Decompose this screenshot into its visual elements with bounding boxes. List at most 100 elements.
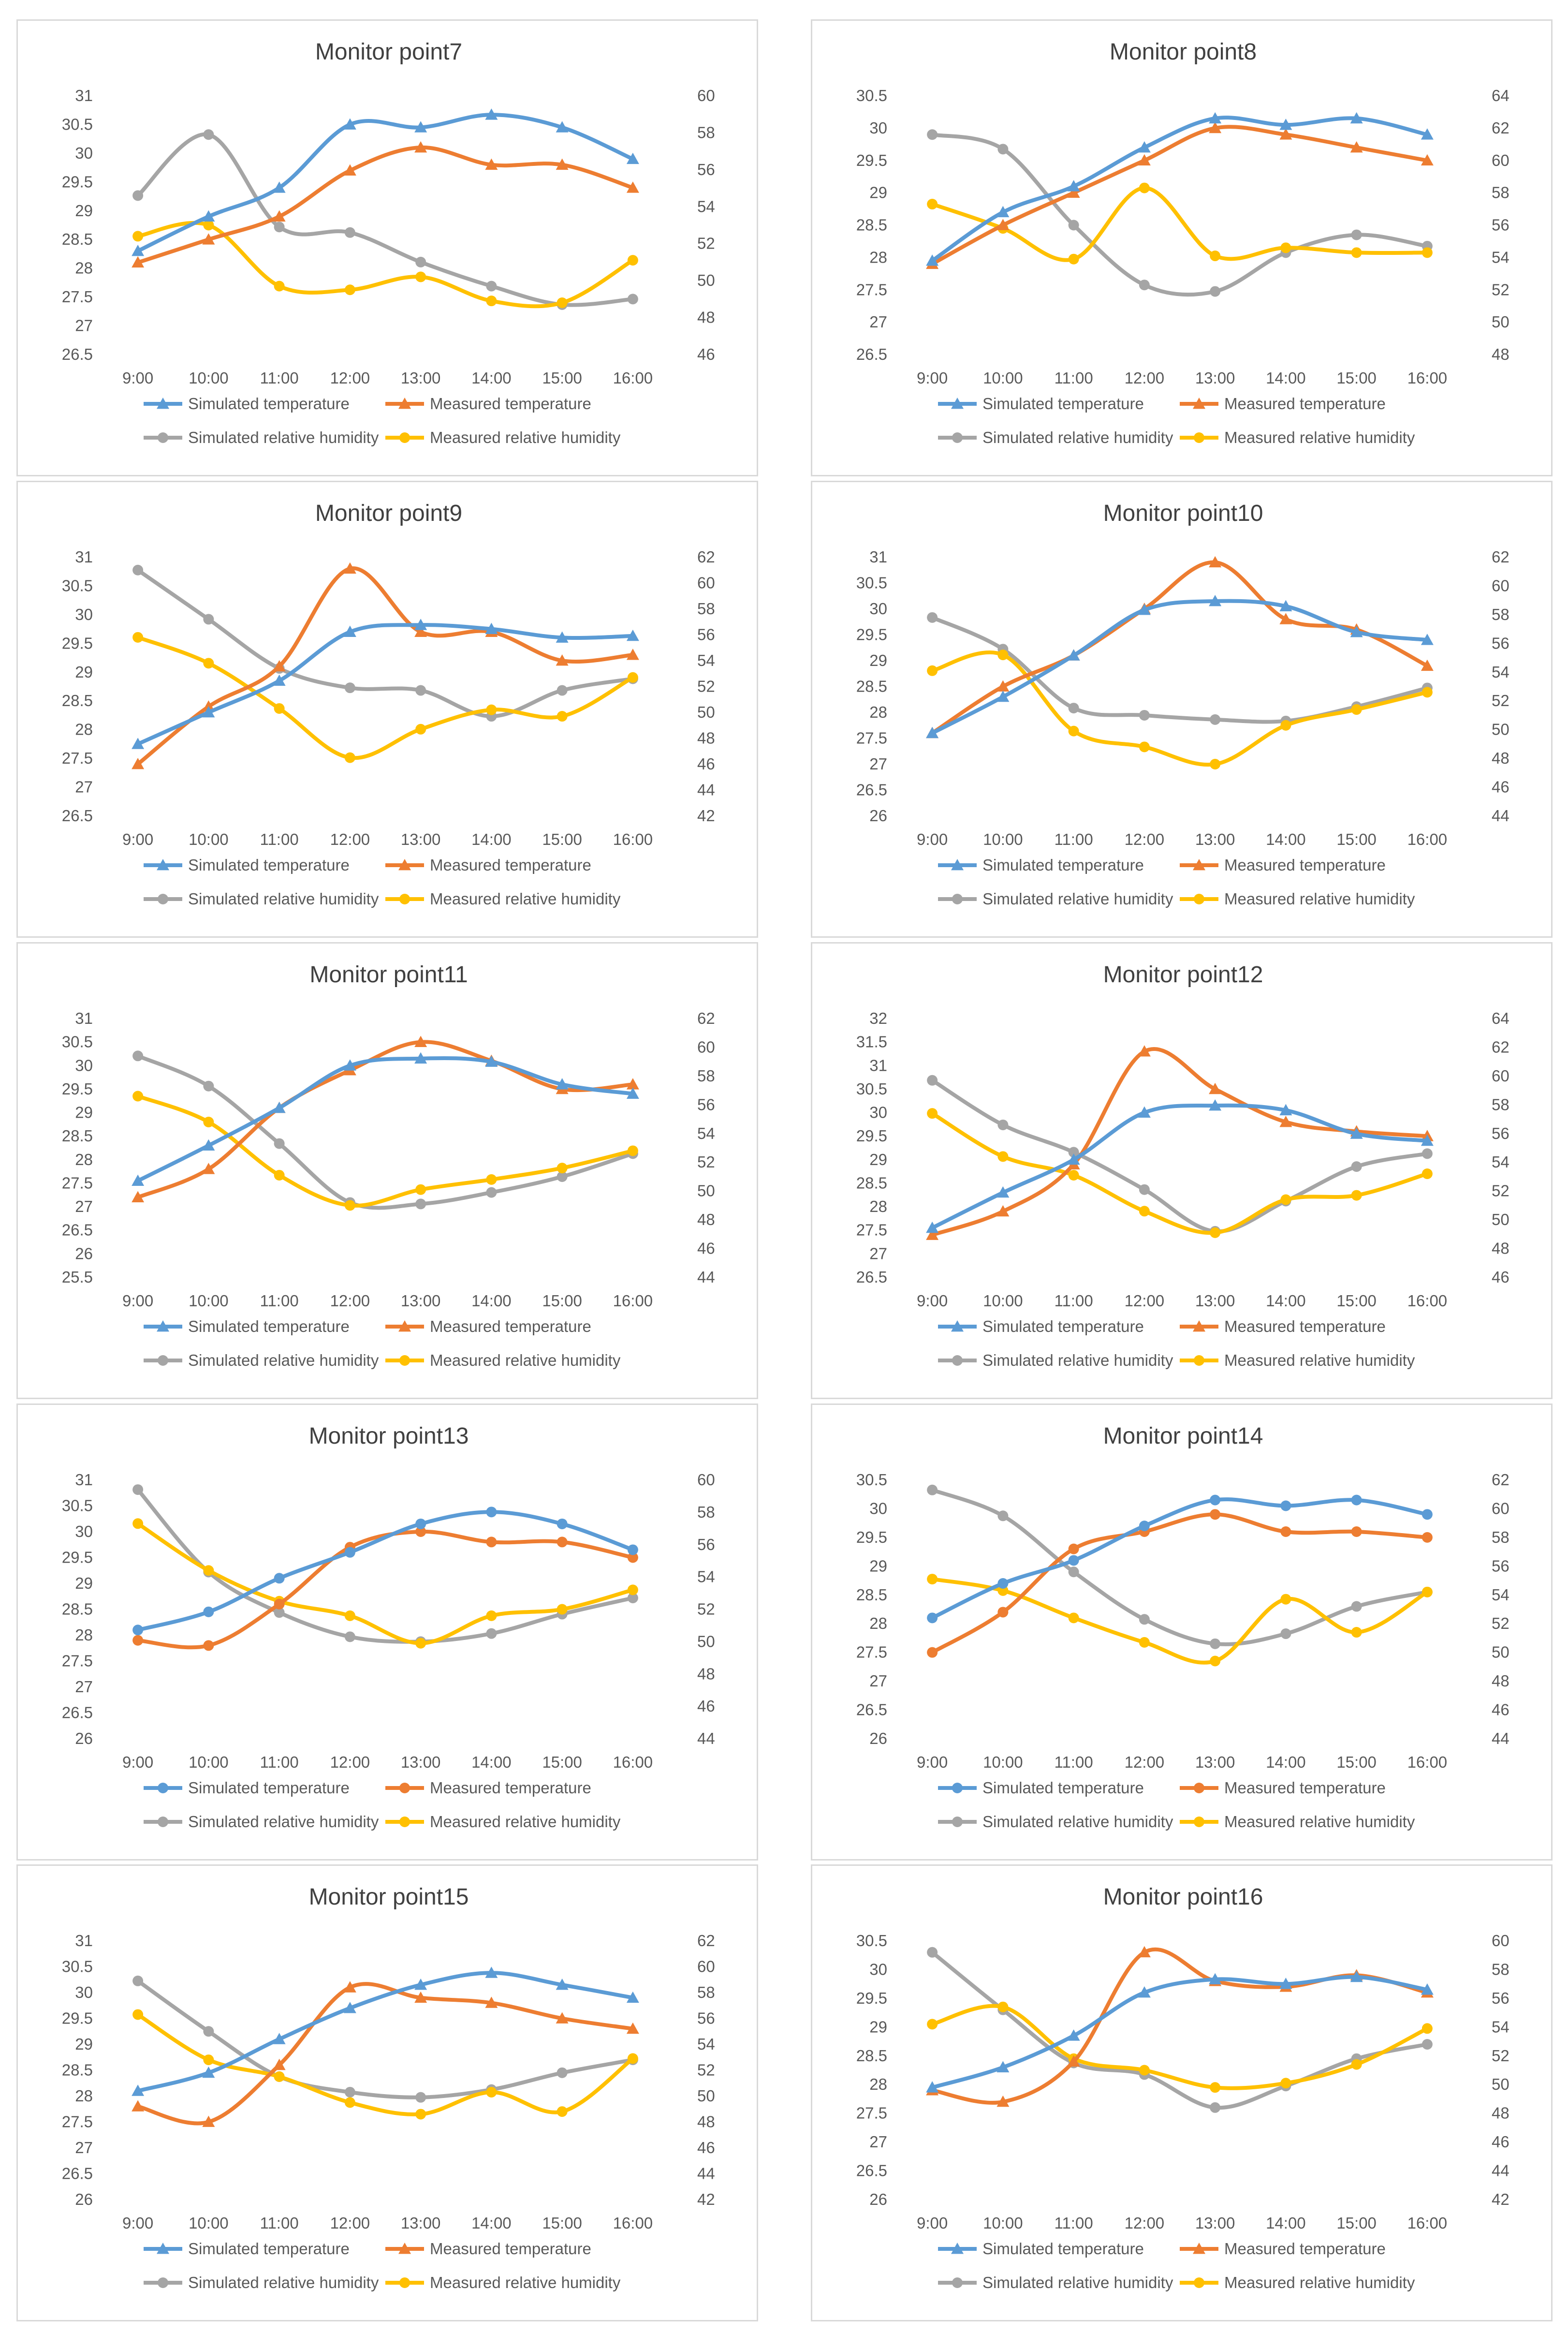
data-point-sim_t bbox=[1421, 634, 1434, 645]
chart-title: Monitor point13 bbox=[309, 1423, 469, 1449]
data-point-meas_t bbox=[626, 1078, 639, 1090]
y2-tick-label: 56 bbox=[697, 626, 715, 644]
data-point-sim_h bbox=[344, 227, 355, 238]
data-point-sim_t bbox=[1068, 1555, 1079, 1566]
y-tick-label: 29 bbox=[75, 1104, 93, 1122]
y-tick-label: 28 bbox=[75, 1626, 93, 1644]
y-tick-label: 28.5 bbox=[856, 1586, 887, 1604]
y2-tick-label: 46 bbox=[697, 2139, 715, 2157]
legend-item-meas_h: Measured relative humidity bbox=[1180, 1813, 1415, 1831]
data-point-meas_t bbox=[1210, 1509, 1221, 1520]
legend-label: Simulated temperature bbox=[982, 395, 1144, 413]
data-point-meas_h bbox=[557, 2106, 568, 2117]
chart-svg: Monitor point16 26 26.5 27 27.5 28 28.5 29 29.5 3… bbox=[856, 1884, 1509, 2291]
legend-item-sim_t: Simulated temperature bbox=[938, 395, 1144, 413]
data-point-sim_t bbox=[927, 1612, 938, 1624]
y-tick-label: 28.5 bbox=[62, 230, 93, 248]
data-point-sim_h bbox=[132, 1484, 144, 1495]
legend-label: Measured temperature bbox=[1224, 1779, 1386, 1797]
legend-label: Simulated temperature bbox=[982, 1779, 1144, 1797]
data-point-sim_t bbox=[1350, 1127, 1363, 1139]
data-point-sim_t bbox=[1279, 118, 1292, 130]
y2-tick-label: 52 bbox=[697, 235, 715, 252]
series-meas_t bbox=[926, 1946, 1434, 2107]
legend-marker bbox=[399, 1783, 410, 1793]
data-point-sim_t bbox=[1209, 594, 1222, 606]
series-line-meas_h bbox=[930, 2004, 1429, 2090]
x-tick-label: 12:00 bbox=[1125, 369, 1165, 387]
x-tick-label: 14:00 bbox=[1266, 2214, 1306, 2232]
y-tick-label: 26.5 bbox=[62, 807, 93, 825]
data-point-meas_h bbox=[1421, 247, 1433, 258]
data-point-meas_h bbox=[557, 1604, 568, 1615]
data-point-sim_h bbox=[1210, 1638, 1221, 1649]
y-tick-label: 31 bbox=[75, 87, 93, 104]
data-point-meas_h bbox=[203, 1565, 214, 1576]
y2-tick-label: 46 bbox=[1492, 778, 1509, 796]
chart-panel-3: Monitor point9 26.5 27 27.5 28 28.5 29 29.5 30 30… bbox=[16, 481, 758, 938]
data-point-meas_h bbox=[1210, 1227, 1221, 1238]
data-point-sim_t bbox=[626, 1991, 639, 2003]
chart-title: Monitor point12 bbox=[1103, 962, 1263, 988]
y-tick-label: 27.5 bbox=[856, 281, 887, 298]
x-tick-label: 10:00 bbox=[983, 1753, 1023, 1771]
y2-tick-label: 50 bbox=[697, 1632, 715, 1650]
x-tick-label: 14:00 bbox=[1266, 1753, 1306, 1771]
y2-tick-label: 56 bbox=[697, 2009, 715, 2027]
y2-tick-label: 56 bbox=[1492, 1124, 1509, 1142]
legend-label: Measured temperature bbox=[430, 1779, 591, 1797]
y-tick-label: 30.5 bbox=[62, 1497, 93, 1515]
x-tick-label: 15:00 bbox=[542, 830, 582, 848]
data-point-sim_t bbox=[1351, 1494, 1362, 1506]
x-tick-label: 13:00 bbox=[1195, 2214, 1235, 2232]
legend-marker bbox=[158, 1783, 168, 1793]
x-tick-label: 14:00 bbox=[471, 1292, 512, 1310]
y-tick-label: 29 bbox=[75, 663, 93, 681]
y-tick-label: 29.5 bbox=[62, 634, 93, 652]
y-tick-label: 29 bbox=[869, 1557, 887, 1575]
legend-item-meas_h: Measured relative humidity bbox=[385, 890, 621, 908]
data-point-sim_h bbox=[557, 685, 568, 696]
legend-item-sim_h: Simulated relative humidity bbox=[144, 2274, 379, 2291]
data-point-meas_h bbox=[274, 1169, 285, 1181]
data-point-meas_h bbox=[1351, 2059, 1362, 2070]
y2-tick-label: 54 bbox=[697, 197, 715, 215]
data-point-sim_h bbox=[1351, 229, 1362, 240]
x-tick-label: 13:00 bbox=[1195, 369, 1235, 387]
data-point-meas_t bbox=[996, 219, 1010, 230]
legend-marker bbox=[952, 894, 963, 904]
y-tick-label: 28 bbox=[75, 2087, 93, 2105]
data-point-sim_t bbox=[1421, 1134, 1434, 1146]
series-meas_h bbox=[927, 1108, 1433, 1238]
data-point-sim_t bbox=[556, 1078, 569, 1090]
y2-tick-label: 58 bbox=[1492, 1960, 1509, 1978]
data-point-meas_h bbox=[132, 2009, 144, 2020]
series-line-sim_t bbox=[930, 116, 1429, 263]
chart-panel-9: Monitor point15 26 26.5 27 27.5 28 28.5 29 29.5 3… bbox=[16, 1864, 758, 2321]
y2-tick-label: 46 bbox=[697, 1240, 715, 1257]
data-point-meas_t bbox=[132, 2100, 145, 2112]
data-point-sim_t bbox=[1138, 604, 1151, 615]
data-point-meas_t bbox=[273, 2058, 286, 2070]
y-tick-label: 28.5 bbox=[856, 2047, 887, 2065]
y2-tick-label: 50 bbox=[697, 2087, 715, 2105]
chart-svg: Monitor point14 26 26.5 27 27.5 28 28.5 29 29.5 3… bbox=[856, 1423, 1509, 1831]
data-point-sim_h bbox=[1210, 714, 1221, 725]
legend-label: Simulated relative humidity bbox=[188, 890, 379, 908]
y-tick-label: 28.5 bbox=[856, 678, 887, 695]
series-line-meas_t bbox=[930, 125, 1429, 266]
legend-item-meas_t: Measured temperature bbox=[1180, 2240, 1386, 2258]
y-tick-label: 30 bbox=[869, 600, 887, 618]
data-point-meas_t bbox=[343, 164, 356, 176]
y2-tick-label: 44 bbox=[1492, 807, 1509, 825]
y2-tick-label: 56 bbox=[1492, 1989, 1509, 2007]
series-sim_t bbox=[132, 619, 639, 749]
series-line-sim_h bbox=[930, 1488, 1429, 1646]
series-line-meas_t bbox=[136, 145, 635, 265]
data-point-meas_t bbox=[202, 233, 215, 245]
data-point-meas_h bbox=[1139, 741, 1150, 753]
legend-marker bbox=[399, 432, 410, 443]
y-tick-label: 27 bbox=[869, 1672, 887, 1690]
data-point-meas_h bbox=[627, 2053, 638, 2064]
y2-tick-label: 58 bbox=[697, 1983, 715, 2001]
